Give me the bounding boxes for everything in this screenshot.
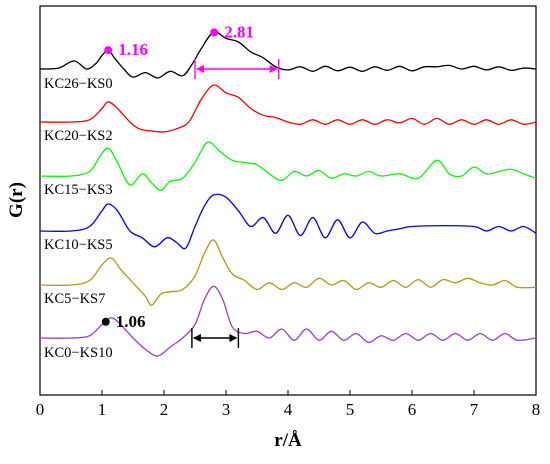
x-axis-ticks: 0 1 2 3 4 5 6 7 8	[36, 390, 541, 419]
series-line-kc20-ks2	[39, 84, 537, 133]
x-tick-label: 4	[284, 400, 293, 419]
annotations: 1.16 2.81 1.06	[101, 22, 280, 348]
peak-marker	[104, 46, 113, 55]
x-tick-label: 0	[36, 400, 45, 419]
range-arrowhead-right	[229, 334, 238, 342]
x-tick-label: 1	[98, 400, 107, 419]
x-tick-label: 5	[346, 400, 355, 419]
series-label-kc15-ks3: KC15−KS3	[44, 182, 113, 198]
series-line-kc15-ks3	[39, 141, 537, 192]
series-line-kc10-ks5	[39, 193, 537, 250]
x-tick-label: 3	[222, 400, 231, 419]
series-traces: KC26−KS0 KC20−KS2 KC15−KS3 KC10−KS5 KC5−KS7 K…	[39, 31, 537, 361]
x-tick-label: 6	[408, 400, 417, 419]
peak-label: 1.16	[118, 40, 148, 59]
series-line-kc26-ks0	[39, 31, 537, 79]
peak-label: 2.81	[224, 22, 254, 41]
range-arrowhead-left	[196, 65, 204, 73]
series-line-kc5-ks7	[39, 239, 537, 306]
peak-label: 1.06	[116, 312, 146, 331]
series-label-kc26-ks0: KC26−KS0	[44, 76, 113, 92]
series-line-kc0-ks10	[39, 285, 537, 357]
series-label-kc10-ks5: KC10−KS5	[44, 237, 113, 253]
x-tick-label: 2	[160, 400, 169, 419]
range-arrowhead-left	[192, 334, 201, 342]
series-label-kc20-ks2: KC20−KS2	[44, 128, 113, 144]
series-label-kc0-ks10: KC0−KS10	[44, 345, 113, 361]
y-axis-label: G(r)	[6, 182, 27, 218]
x-tick-label: 8	[532, 400, 541, 419]
peak-marker	[210, 28, 219, 37]
x-axis-label: r/Å	[274, 430, 302, 451]
peak-marker	[101, 317, 110, 326]
range-arrowhead-right	[269, 65, 278, 73]
series-label-kc5-ks7: KC5−KS7	[44, 291, 105, 307]
x-tick-label: 7	[470, 400, 479, 419]
